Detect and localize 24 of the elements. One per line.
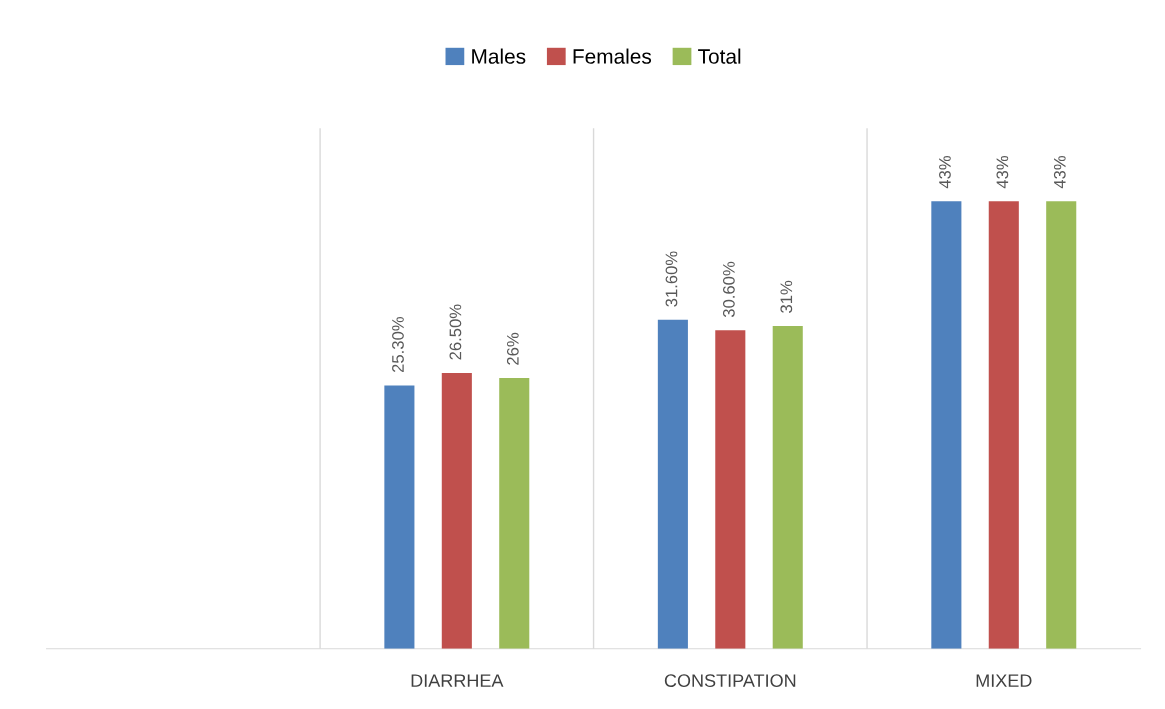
legend-label: Males [472,48,526,64]
data-label: 26.50% [449,304,462,360]
bar [1046,201,1077,649]
x-tick-label: MIXED [976,674,1032,687]
legend-label: Total [698,48,741,64]
x-tick-label: DIARRHEA [411,674,504,687]
bar [499,378,530,649]
data-label: 43% [1053,155,1066,189]
bar [931,201,962,649]
bar [441,372,472,649]
x-tick-label: CONSTIPATION [664,674,796,687]
data-label: 25.30% [392,316,404,373]
bar [384,385,415,649]
bar [715,330,746,649]
data-label: 30.60% [722,261,735,318]
data-label: 31.60% [665,251,678,307]
data-label: 26% [506,332,519,365]
bar [988,201,1019,649]
data-label: 43% [939,155,951,189]
data-label: 43% [996,155,1009,189]
data-label: 31% [780,280,793,313]
bar [772,326,803,649]
bar [657,319,688,649]
legend-label: Females [573,48,652,64]
